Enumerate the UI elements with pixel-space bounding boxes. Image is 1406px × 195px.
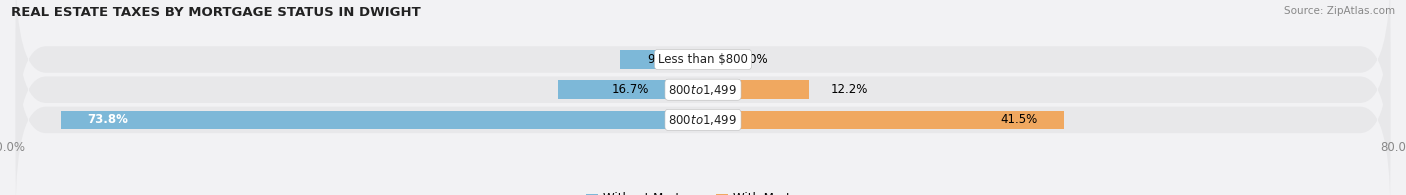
FancyBboxPatch shape xyxy=(15,0,1391,152)
Legend: Without Mortgage, With Mortgage: Without Mortgage, With Mortgage xyxy=(586,192,820,195)
Bar xyxy=(60,111,703,129)
Text: 16.7%: 16.7% xyxy=(612,83,650,96)
Text: 41.5%: 41.5% xyxy=(1001,113,1038,126)
Text: 73.8%: 73.8% xyxy=(87,113,128,126)
Text: Source: ZipAtlas.com: Source: ZipAtlas.com xyxy=(1284,6,1395,16)
Bar xyxy=(703,111,1064,129)
Bar xyxy=(558,80,703,99)
Text: REAL ESTATE TAXES BY MORTGAGE STATUS IN DWIGHT: REAL ESTATE TAXES BY MORTGAGE STATUS IN … xyxy=(11,6,420,19)
Bar xyxy=(703,80,808,99)
FancyBboxPatch shape xyxy=(15,0,1391,182)
Text: 0.0%: 0.0% xyxy=(738,53,768,66)
FancyBboxPatch shape xyxy=(15,27,1391,195)
Text: 12.2%: 12.2% xyxy=(831,83,869,96)
Text: $800 to $1,499: $800 to $1,499 xyxy=(668,113,738,127)
Bar xyxy=(620,50,703,69)
Text: $800 to $1,499: $800 to $1,499 xyxy=(668,83,738,97)
Text: Less than $800: Less than $800 xyxy=(658,53,748,66)
Text: 9.5%: 9.5% xyxy=(647,53,676,66)
